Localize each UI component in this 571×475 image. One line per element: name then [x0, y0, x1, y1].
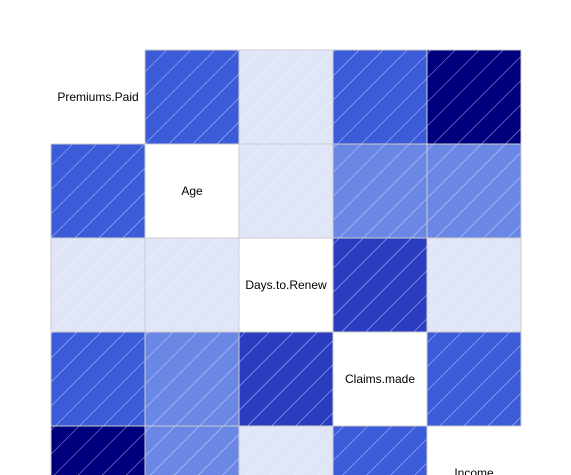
cell-hatch [333, 144, 427, 238]
variable-label-claims-made: Claims.made [345, 372, 415, 386]
cell-hatch [427, 238, 521, 332]
heatmap-cell-income-days-to-renew [238, 425, 334, 475]
heatmap-cell-days-to-renew-claims-made [332, 237, 428, 333]
variable-label-age: Age [181, 184, 203, 198]
heatmap-cell-claims-made-days-to-renew [238, 331, 334, 427]
cell-hatch [239, 332, 333, 426]
heatmap-cell-age-premiums-paid [50, 143, 146, 239]
cell-hatch [51, 144, 145, 238]
cell-hatch [239, 50, 333, 144]
heatmap-cell-claims-made-income [426, 331, 522, 427]
cell-hatch [51, 332, 145, 426]
cell-hatch [145, 50, 239, 144]
heatmap-cell-age-days-to-renew [238, 143, 334, 239]
diagonal-cell-claims-made: Claims.made [345, 372, 415, 386]
cell-hatch [427, 332, 521, 426]
cell-hatch [427, 144, 521, 238]
cell-hatch [333, 50, 427, 144]
diagonal-cell-age: Age [181, 184, 203, 198]
diagonal-cell-income: Income [454, 466, 494, 475]
heatmap-cell-premiums-paid-claims-made [332, 49, 428, 145]
heatmap-cell-premiums-paid-age [144, 49, 240, 145]
cell-hatch [51, 238, 145, 332]
heatmap-cell-days-to-renew-income [426, 237, 522, 333]
heatmap-cell-age-claims-made [332, 143, 428, 239]
cell-hatch [145, 332, 239, 426]
heatmap-cell-days-to-renew-premiums-paid [50, 237, 146, 333]
cell-hatch [145, 426, 239, 475]
variable-label-days-to-renew: Days.to.Renew [245, 278, 327, 292]
heatmap-cell-premiums-paid-days-to-renew [238, 49, 334, 145]
heatmap-cell-premiums-paid-income [426, 49, 522, 145]
variable-label-premiums-paid: Premiums.Paid [57, 90, 138, 104]
diagonal-cell-premiums-paid: Premiums.Paid [57, 90, 138, 104]
cell-hatch [333, 238, 427, 332]
cell-hatch [239, 144, 333, 238]
variable-label-income: Income [454, 466, 494, 475]
cell-hatch [427, 50, 521, 144]
cell-hatch [145, 238, 239, 332]
diagonal-cell-days-to-renew: Days.to.Renew [245, 278, 327, 292]
cell-hatch [239, 426, 333, 475]
heatmap-cell-days-to-renew-age [144, 237, 240, 333]
heatmap-cell-income-claims-made [332, 425, 428, 475]
heatmap-cell-claims-made-age [144, 331, 240, 427]
cell-hatch [333, 426, 427, 475]
heatmap-cell-income-premiums-paid [50, 425, 146, 475]
heatmap-cell-claims-made-premiums-paid [50, 331, 146, 427]
heatmap-cell-age-income [426, 143, 522, 239]
cell-hatch [51, 426, 145, 475]
heatmap-cell-income-age [144, 425, 240, 475]
